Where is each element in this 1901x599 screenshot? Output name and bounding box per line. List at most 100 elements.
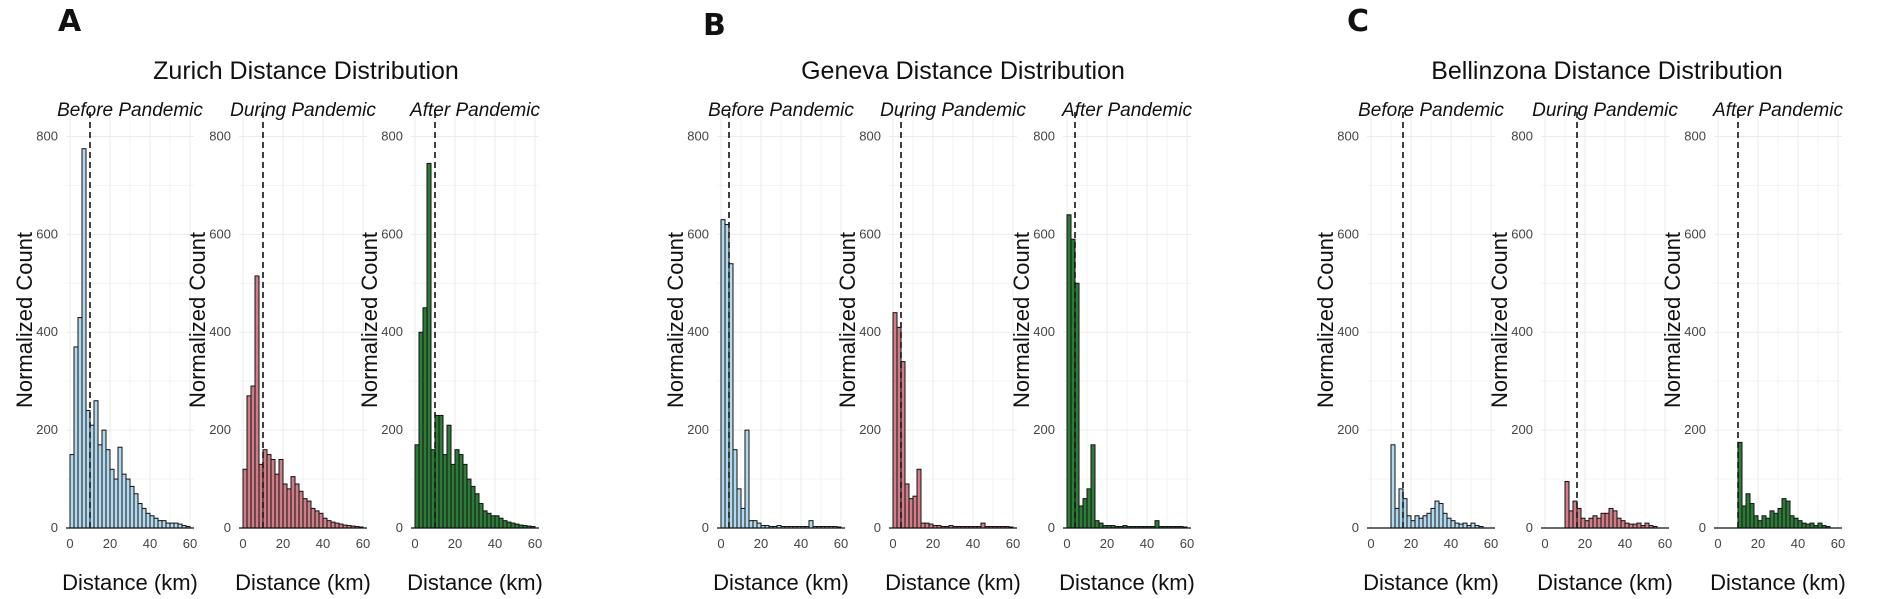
subplot-5: 0 200 400 600 800 0 20 40 60 During Pandemic Dista…: [835, 100, 1026, 595]
y-tick-label: 800: [381, 128, 403, 143]
x-tick-label: 0: [1367, 536, 1374, 551]
x-tick-label: 0: [1714, 536, 1721, 551]
histogram-bar: [1414, 515, 1420, 529]
histogram-bar: [1406, 515, 1412, 529]
histogram-bar: [266, 454, 272, 529]
histogram-bar: [1801, 522, 1807, 529]
x-tick-label: 0: [1063, 536, 1070, 551]
histogram-bar: [744, 429, 750, 529]
y-tick-label: 600: [209, 226, 231, 241]
histogram-bar: [282, 483, 288, 529]
subplot-8: 0 200 400 600 800 0 20 40 60 During Pandemic Dista…: [1487, 100, 1678, 595]
x-tick-label: 60: [1831, 536, 1845, 551]
histogram-bar: [752, 520, 758, 529]
y-tick-label: 600: [687, 226, 709, 241]
x-tick-label: 0: [889, 536, 896, 551]
x-tick-label: 60: [1484, 536, 1498, 551]
x-axis-label: Distance (km): [1363, 570, 1499, 595]
y-tick-label: 400: [859, 324, 881, 339]
x-tick-label: 40: [1618, 536, 1632, 551]
y-tick-label: 0: [874, 520, 881, 535]
histogram-bar: [1450, 520, 1456, 529]
x-axis-label: Distance (km): [1710, 570, 1846, 595]
histogram-bar: [720, 219, 726, 529]
histogram-bar: [1098, 522, 1104, 529]
histogram-bar: [490, 515, 496, 529]
histogram-bar: [314, 510, 320, 529]
histogram-bar: [274, 473, 280, 529]
histogram-bar: [892, 312, 898, 529]
histogram-bar: [294, 483, 300, 529]
histogram-bar: [1454, 522, 1460, 529]
x-tick-label: 0: [239, 536, 246, 551]
histogram-bar: [924, 522, 930, 529]
histogram-bar: [117, 446, 123, 529]
y-axis-label: Normalized Count: [185, 232, 210, 408]
histogram-bar: [494, 515, 500, 529]
x-axis-label: Distance (km): [1059, 570, 1195, 595]
subplot-title: During Pandemic: [230, 100, 376, 121]
y-tick-label: 0: [224, 520, 231, 535]
histogram-bar: [1644, 522, 1650, 529]
histogram-bar: [81, 148, 87, 529]
group-title: Bellinzona Distance Distribution: [1431, 57, 1783, 85]
histogram-bar: [1442, 512, 1448, 529]
y-tick-label: 0: [1352, 520, 1359, 535]
x-tick-label: 20: [103, 536, 117, 551]
histogram-bar: [334, 522, 340, 529]
histogram-bar: [1154, 520, 1160, 529]
histogram-bar: [1624, 522, 1630, 529]
histogram-bar: [1797, 520, 1803, 529]
y-axis-label: Normalized Count: [1313, 232, 1338, 408]
histogram-bar: [912, 495, 918, 529]
histogram-bar: [250, 385, 256, 529]
y-tick-label: 600: [1511, 226, 1533, 241]
histogram-bar: [426, 162, 432, 529]
histogram-bar: [1394, 507, 1400, 529]
y-axis-label: Normalized Count: [12, 232, 37, 408]
histogram-bar: [510, 522, 516, 529]
y-tick-label: 400: [1684, 324, 1706, 339]
histogram-bar: [1426, 512, 1432, 529]
histogram-bar: [105, 449, 111, 529]
y-tick-label: 800: [687, 128, 709, 143]
histogram-bar: [1078, 505, 1084, 529]
y-tick-label: 200: [1684, 422, 1706, 437]
x-tick-label: 40: [966, 536, 980, 551]
x-tick-label: 40: [488, 536, 502, 551]
histogram-bar: [77, 317, 83, 529]
x-axis-label: Distance (km): [235, 570, 371, 595]
histogram-bar: [1094, 520, 1100, 529]
histogram-bar: [133, 493, 139, 529]
panel-letter: C: [1347, 4, 1369, 39]
y-tick-label: 800: [1033, 128, 1055, 143]
histogram-bar: [330, 521, 336, 529]
x-axis-label: Distance (km): [885, 570, 1021, 595]
histogram-bar: [149, 515, 155, 529]
x-tick-label: 40: [1140, 536, 1154, 551]
y-tick-label: 600: [381, 226, 403, 241]
y-tick-label: 400: [1511, 324, 1533, 339]
subplot-9: 0 200 400 600 800 0 20 40 60 After Pandemic Distan…: [1660, 100, 1846, 595]
histogram-bar: [756, 522, 762, 529]
histogram-bar: [1608, 507, 1614, 529]
histogram-bar: [1616, 517, 1622, 529]
y-tick-label: 600: [859, 226, 881, 241]
histogram-bar: [1592, 515, 1598, 529]
histogram-bar: [1082, 498, 1088, 529]
x-tick-label: 0: [66, 536, 73, 551]
x-tick-label: 60: [528, 536, 542, 551]
histogram-bar: [1568, 510, 1574, 529]
histogram-bar: [920, 522, 926, 529]
group-title: Geneva Distance Distribution: [801, 57, 1125, 85]
histogram-bar: [1765, 517, 1771, 529]
y-tick-label: 800: [1337, 128, 1359, 143]
y-tick-label: 600: [1337, 226, 1359, 241]
group-title: Zurich Distance Distribution: [153, 57, 459, 85]
y-tick-label: 200: [1337, 422, 1359, 437]
histogram-bar: [732, 449, 738, 529]
histogram-bar: [1564, 481, 1570, 529]
histogram-bar: [322, 517, 328, 529]
y-tick-label: 0: [1526, 520, 1533, 535]
x-tick-label: 40: [1791, 536, 1805, 551]
